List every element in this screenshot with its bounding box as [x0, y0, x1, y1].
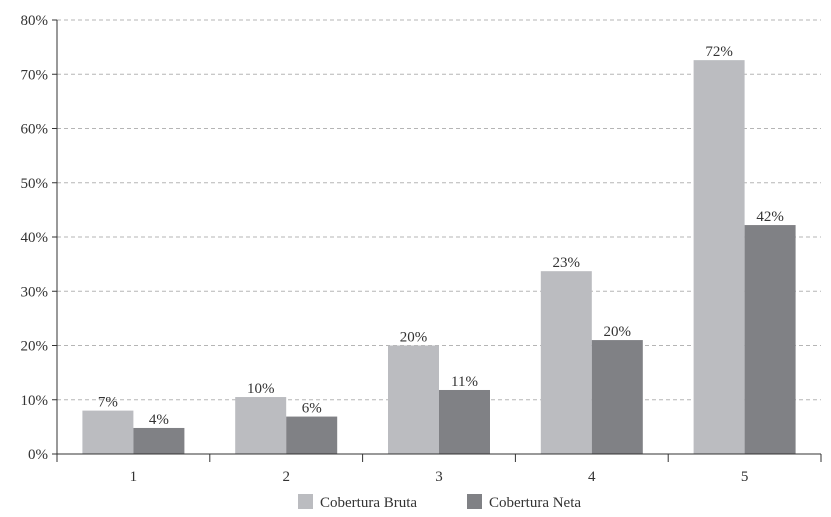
bar-cobertura-bruta — [388, 345, 439, 454]
legend-label: Cobertura Neta — [489, 495, 581, 511]
y-tick-label: 50% — [21, 176, 49, 192]
data-labels: 7% 4% 10% 6% 20% 11% 23% 20% 72% 42% — [98, 44, 784, 428]
y-tick-label: 30% — [21, 284, 49, 300]
data-label: 4% — [149, 412, 169, 428]
y-tick-label: 70% — [21, 67, 49, 83]
legend-swatch — [467, 494, 482, 509]
bar-cobertura-bruta — [235, 397, 287, 454]
bars — [82, 60, 796, 455]
x-tick-label: 2 — [282, 469, 290, 485]
bar-cobertura-neta — [286, 416, 338, 454]
legend-label: Cobertura Bruta — [320, 495, 417, 511]
bar-cobertura-neta — [744, 225, 796, 454]
x-tick-label: 3 — [435, 469, 443, 485]
data-label: 7% — [98, 395, 118, 411]
bar-cobertura-bruta — [693, 60, 745, 455]
y-tick-label: 0% — [28, 447, 48, 463]
bar-cobertura-neta — [591, 340, 643, 454]
legend-swatch — [298, 494, 313, 509]
legend: Cobertura Bruta Cobertura Neta — [298, 494, 581, 511]
data-label: 20% — [604, 324, 632, 340]
data-label: 42% — [756, 209, 784, 225]
bar-cobertura-bruta — [540, 271, 592, 454]
data-label: 72% — [705, 44, 733, 60]
data-label: 20% — [400, 330, 428, 346]
y-tick-label: 60% — [21, 122, 49, 138]
x-tick-label: 5 — [741, 469, 749, 485]
data-label: 6% — [302, 401, 322, 417]
y-tick-label: 20% — [21, 339, 49, 355]
data-label: 10% — [247, 381, 275, 397]
bar-cobertura-neta — [133, 427, 185, 454]
bar-cobertura-bruta — [82, 410, 134, 454]
y-tick-label: 10% — [21, 393, 49, 409]
y-tick-label: 80% — [21, 13, 49, 29]
y-tick-label: 40% — [21, 230, 49, 246]
data-label: 23% — [553, 255, 581, 271]
bar-cobertura-neta — [439, 389, 490, 454]
data-label: 11% — [451, 374, 478, 390]
axes: 0% 10% 20% 30% 40% 50% 60% 70% 80% 1 2 3 4 5 — [21, 13, 822, 485]
x-tick-label: 4 — [588, 469, 596, 485]
x-tick-label: 1 — [130, 469, 138, 485]
